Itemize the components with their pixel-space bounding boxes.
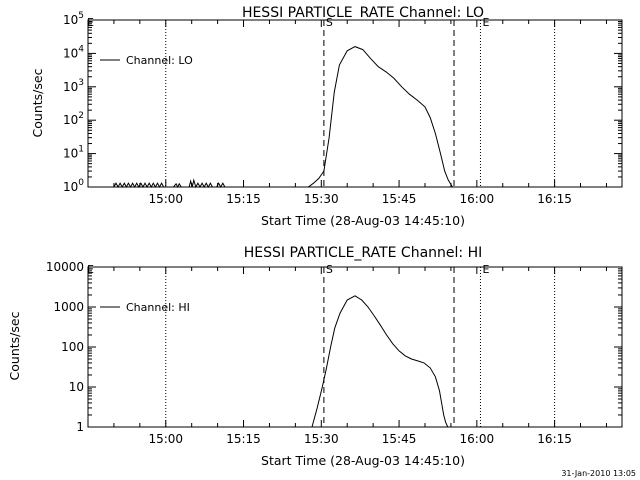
x-tick-label: 15:30	[304, 192, 339, 206]
legend-label: Channel: LO	[126, 54, 193, 67]
y-tick-label: 104	[63, 44, 84, 60]
x-tick-label: 16:15	[537, 432, 572, 446]
x-tick-label: 15:00	[148, 192, 183, 206]
y-tick-label: 10	[69, 380, 84, 394]
x-tick-label: 15:45	[382, 432, 417, 446]
x-tick-label: 15:15	[226, 432, 261, 446]
y-axis-label: Counts/sec	[7, 311, 22, 380]
panel-lo: HESSI PARTICLE_RATE Channel: LO Counts/s…	[30, 5, 623, 228]
x-tick-label: 15:15	[226, 192, 261, 206]
series-line	[311, 295, 449, 428]
y-tick-label: 1000	[53, 300, 84, 314]
y-tick-label: 100	[61, 340, 84, 354]
x-tick-label: 16:15	[537, 192, 572, 206]
y-tick-label: 1	[76, 420, 84, 434]
chart-title: HESSI PARTICLE_RATE Channel: HI	[244, 245, 482, 261]
timestamp: 31-Jan-2010 13:05	[561, 469, 636, 478]
marker-label-s: S	[326, 16, 333, 29]
y-axis-label: Counts/sec	[30, 68, 45, 137]
y-tick-label: 103	[63, 78, 84, 94]
marker-label-e: E	[482, 16, 489, 29]
y-tick-label: 10000	[46, 260, 84, 274]
plot-area: 15:00 15:15 15:30 15:45 16:00 16:15 1 10 100 1000…	[46, 260, 623, 446]
panel-hi: HESSI PARTICLE_RATE Channel: HI Counts/s…	[7, 245, 623, 468]
x-tick-label: 16:00	[460, 192, 495, 206]
y-tick-label: 101	[63, 145, 84, 161]
corner-marker: E	[87, 16, 94, 29]
x-tick-label: 15:00	[148, 432, 183, 446]
series-line	[113, 46, 453, 189]
y-tick-label: 105	[63, 11, 84, 27]
plot-frame	[87, 266, 623, 428]
y-tick-label: 102	[63, 111, 84, 127]
x-tick-label: 15:30	[304, 432, 339, 446]
x-axis-label: Start Time (28-Aug-03 14:45:10)	[261, 213, 465, 228]
x-tick-label: 16:00	[460, 432, 495, 446]
y-tick-label: 100	[63, 178, 84, 194]
marker-label-e: E	[482, 263, 489, 276]
corner-marker: E	[87, 263, 94, 276]
plot-frame	[87, 19, 623, 188]
x-tick-label: 15:45	[382, 192, 417, 206]
plot-area: 15:00 15:15 15:30 15:45 16:00 16:15 100 101 102 1…	[63, 11, 623, 206]
legend-label: Channel: HI	[126, 301, 190, 314]
chart-title: HESSI PARTICLE_RATE Channel: LO	[242, 5, 484, 21]
x-axis-label: Start Time (28-Aug-03 14:45:10)	[261, 453, 465, 468]
marker-label-s: S	[326, 263, 333, 276]
